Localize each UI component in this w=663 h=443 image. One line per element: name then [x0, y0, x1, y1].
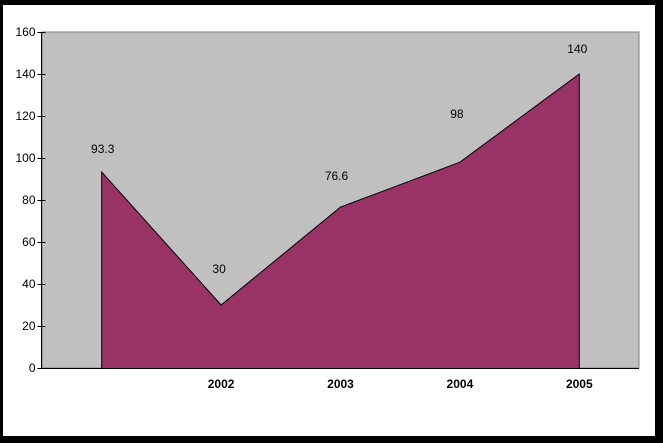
data-label: 76.6: [325, 169, 349, 183]
y-tick-label: 20: [22, 319, 36, 333]
y-tick-label: 0: [29, 361, 36, 375]
data-label: 30: [212, 262, 226, 276]
y-tick-label: 120: [15, 109, 35, 123]
y-axis-labels-group: 0 20 40 60 80 100 120 140 160: [15, 25, 35, 375]
data-labels-group: 93.3 30 76.6 98 140: [91, 42, 588, 276]
y-tick-label: 80: [22, 193, 36, 207]
data-label: 93.3: [91, 142, 115, 156]
y-tick-label: 60: [22, 235, 36, 249]
y-tick-label: 140: [15, 67, 35, 81]
y-tick-label: 160: [15, 25, 35, 39]
x-tick-label: 2003: [327, 377, 354, 391]
area-series-group: [101, 73, 580, 369]
y-tick-label: 100: [15, 151, 35, 165]
x-tick-label: 2002: [208, 377, 235, 391]
x-tick-label: 2005: [566, 377, 593, 391]
x-axis-labels-group: 2002 2003 2004 2005: [208, 377, 593, 391]
area-series: [101, 73, 580, 369]
axes-group: [37, 32, 639, 369]
data-label: 140: [567, 42, 587, 56]
x-tick-label: 2004: [447, 377, 474, 391]
data-label: 98: [450, 107, 464, 121]
y-tick-label: 40: [22, 277, 36, 291]
